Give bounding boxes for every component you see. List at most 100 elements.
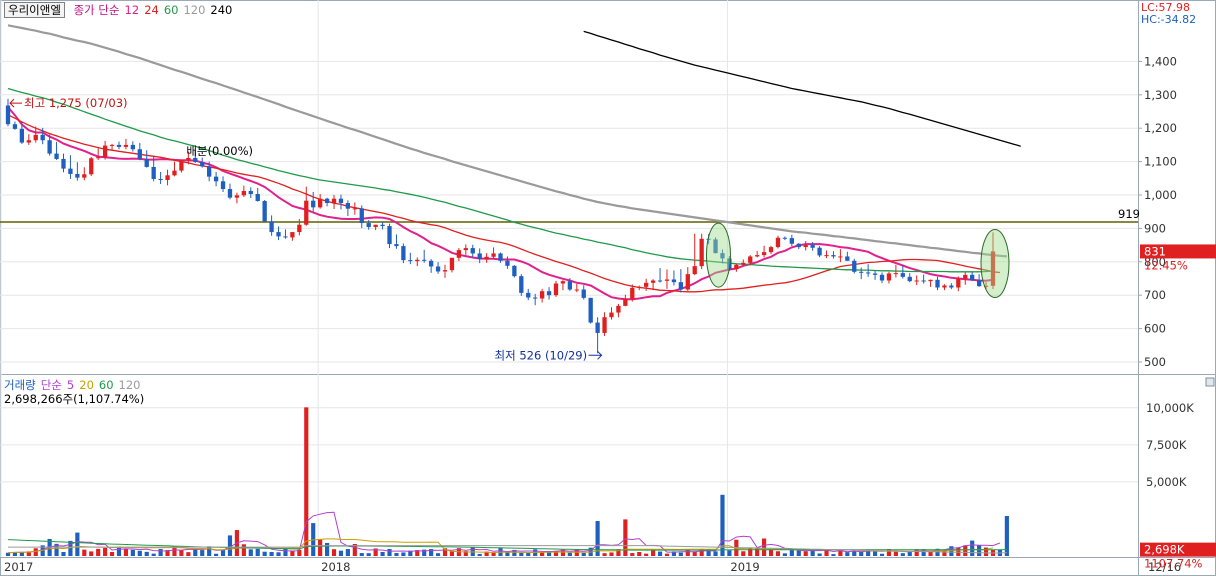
ma-120-label[interactable]: 120 xyxy=(183,3,206,17)
vma-5-label[interactable]: 5 xyxy=(66,378,75,392)
candle xyxy=(130,141,136,152)
candle-body xyxy=(144,159,149,167)
volume-bar xyxy=(200,550,205,556)
candle xyxy=(914,275,919,286)
highlight-ellipse xyxy=(705,222,731,288)
volume-bar xyxy=(283,548,288,556)
candle-body xyxy=(442,270,448,272)
volume-bar xyxy=(1004,516,1009,556)
candle xyxy=(831,251,836,259)
stock-name-button[interactable]: 우리이앤엘 xyxy=(4,2,65,18)
candle-body xyxy=(942,285,947,288)
candle xyxy=(68,155,73,179)
candle xyxy=(782,236,788,241)
volume-bar xyxy=(866,549,871,556)
volume-bar xyxy=(193,548,198,556)
candle xyxy=(609,307,614,320)
candle-body xyxy=(949,285,954,288)
candle-body xyxy=(893,273,899,275)
candle-body xyxy=(96,157,101,159)
ma-60-label[interactable]: 60 xyxy=(163,3,179,17)
volume-bar xyxy=(158,549,163,556)
candle-body xyxy=(782,237,788,239)
candle-body xyxy=(824,255,829,257)
candle-body xyxy=(193,157,198,162)
volume-bar xyxy=(318,539,323,556)
candle xyxy=(983,282,989,290)
candle xyxy=(526,288,531,301)
candle xyxy=(748,255,753,266)
volume-bar xyxy=(678,552,683,556)
ma-12-label[interactable]: 12 xyxy=(124,3,140,17)
candle-body xyxy=(671,279,677,283)
candle-body xyxy=(213,176,219,182)
x-tick-label: 2018 xyxy=(321,560,350,574)
candle xyxy=(574,283,579,293)
candle-body xyxy=(75,173,80,178)
candle xyxy=(366,220,371,230)
volume-bar xyxy=(852,551,857,556)
volume-bar xyxy=(207,546,212,556)
candle xyxy=(255,187,260,202)
candle xyxy=(533,293,538,306)
candle-body xyxy=(498,253,503,261)
volume-bar xyxy=(68,540,73,556)
volume-bar xyxy=(373,548,378,556)
volume-bar xyxy=(637,551,642,556)
candle-body xyxy=(317,198,323,208)
candle xyxy=(82,167,87,181)
candle xyxy=(560,280,566,291)
price-ma-60-line xyxy=(7,87,994,273)
candle-body xyxy=(179,160,184,171)
candle-body xyxy=(983,285,989,287)
ma-24-label[interactable]: 24 xyxy=(144,3,159,17)
candle xyxy=(248,187,253,199)
candle xyxy=(102,140,108,160)
volume-bar xyxy=(19,551,24,556)
candle xyxy=(435,262,441,274)
candle xyxy=(200,157,205,168)
candle-body xyxy=(40,134,45,141)
candle xyxy=(144,150,149,168)
ma-prefix-label: 종가 단순 xyxy=(73,3,120,17)
volume-bar xyxy=(706,549,711,556)
volume-bar xyxy=(352,543,357,556)
candle xyxy=(567,278,573,291)
candle xyxy=(859,267,864,280)
candle xyxy=(158,171,163,184)
candle xyxy=(886,271,892,284)
volume-bar xyxy=(644,553,649,556)
candle xyxy=(422,249,427,263)
candle xyxy=(241,185,246,198)
candle-body xyxy=(435,266,441,272)
candle-body xyxy=(657,280,663,282)
volume-bar xyxy=(366,553,371,556)
volume-bar xyxy=(422,549,427,556)
volume-bar xyxy=(435,553,441,556)
volume-bar xyxy=(220,549,226,556)
candle-body xyxy=(664,279,670,281)
candle-body xyxy=(588,297,593,323)
volume-bar xyxy=(727,550,732,556)
volume-bar xyxy=(144,551,149,556)
candle xyxy=(588,297,593,324)
price-tick-label: 700 xyxy=(1144,288,1166,302)
candle-body xyxy=(609,312,614,318)
vma-60-label[interactable]: 60 xyxy=(98,378,114,392)
volume-bar xyxy=(54,543,59,556)
candle-body xyxy=(262,201,267,222)
volume-bar xyxy=(553,550,559,556)
candle-body xyxy=(831,255,836,257)
candle xyxy=(553,280,559,297)
candle-body xyxy=(637,286,642,288)
volume-ma-5-line xyxy=(7,511,1001,554)
pane-menu-button[interactable] xyxy=(1205,377,1215,387)
vma-20-label[interactable]: 20 xyxy=(79,378,94,392)
candle xyxy=(352,202,357,215)
ma-240-label[interactable]: 240 xyxy=(210,3,233,17)
candle-body xyxy=(366,223,371,228)
vma-120-label[interactable]: 120 xyxy=(118,378,141,392)
candle xyxy=(123,138,129,150)
candle xyxy=(803,241,808,251)
